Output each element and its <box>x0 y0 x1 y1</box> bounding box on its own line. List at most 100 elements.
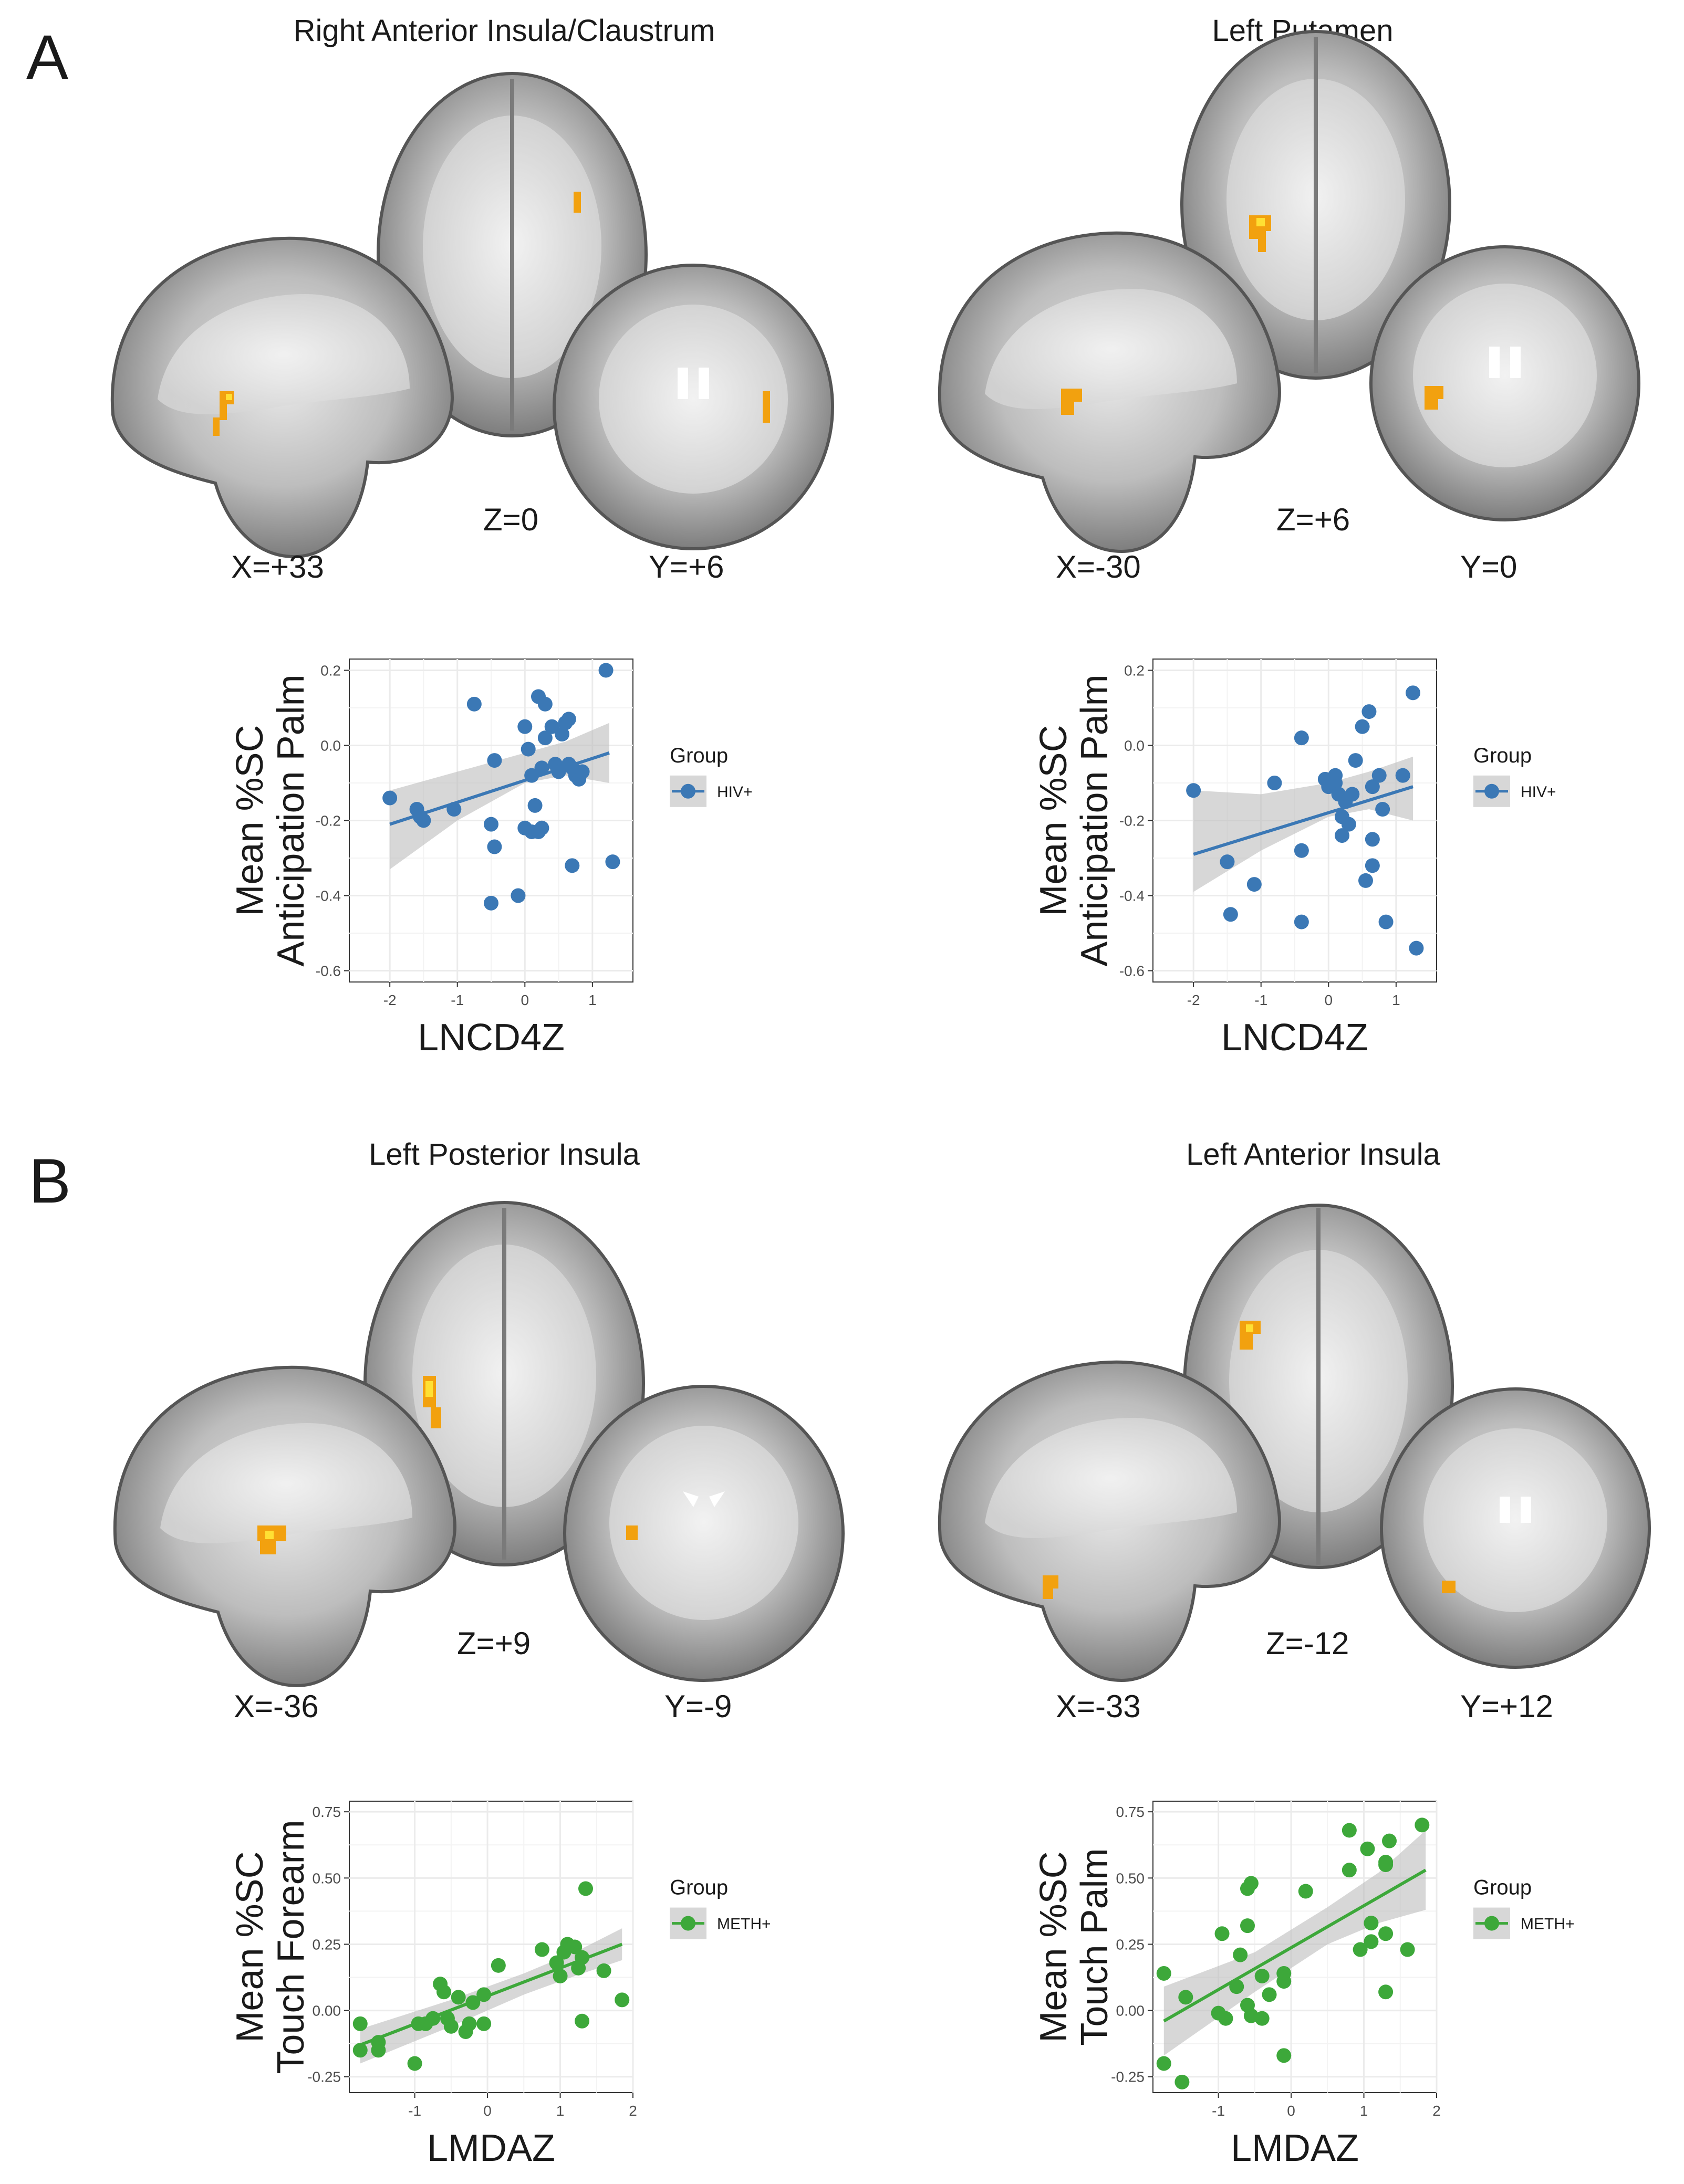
data-point <box>553 1969 568 1983</box>
data-point <box>1371 768 1387 783</box>
coord-z-a-left: Z=0 <box>483 502 539 537</box>
data-point <box>549 1955 564 1970</box>
region-title-left-anterior-insula: Left Anterior Insula <box>1186 1137 1440 1172</box>
data-point <box>1294 914 1309 929</box>
y-tick-label: 0.00 <box>313 2003 341 2019</box>
y-tick-label: 0.25 <box>313 1936 341 1952</box>
y-tick-label: 0.25 <box>1116 1936 1145 1952</box>
data-point <box>1223 907 1238 922</box>
legend-label: METH+ <box>1521 1916 1575 1933</box>
coord-x-a-right: X=-30 <box>1056 549 1141 584</box>
data-point <box>527 798 543 813</box>
coronal-ventricles <box>683 1491 725 1507</box>
data-point <box>511 888 526 903</box>
data-point <box>1364 1934 1379 1949</box>
data-point <box>382 790 398 806</box>
data-point <box>1178 1990 1193 2005</box>
y-tick-label: 0.0 <box>320 737 341 754</box>
y-tick-label: -0.2 <box>316 813 341 829</box>
coronal-ventricles <box>678 368 709 399</box>
activation-blob <box>213 391 234 436</box>
data-point <box>605 854 620 870</box>
legend-key-dot <box>681 1916 695 1931</box>
activation-blob <box>1043 1575 1058 1599</box>
data-point <box>425 2011 441 2026</box>
data-point <box>1364 1916 1379 1931</box>
coronal-white-matter <box>599 305 788 494</box>
data-point <box>1409 941 1424 956</box>
data-point <box>596 1963 611 1978</box>
coord-y-a-left: Y=+6 <box>649 549 724 584</box>
data-point <box>1233 1947 1248 1962</box>
data-point <box>1218 2011 1233 2026</box>
legend-label: METH+ <box>717 1916 771 1933</box>
y-axis-title-line2: Touch Forearm <box>270 1820 312 2074</box>
data-point <box>1378 914 1394 929</box>
activation-blob <box>1240 1321 1261 1350</box>
x-tick-label: 0 <box>521 992 529 1008</box>
activation-blob <box>1442 1581 1456 1593</box>
x-tick-label: -2 <box>383 992 397 1008</box>
y-tick-label: 0.00 <box>1116 2003 1145 2019</box>
x-tick-label: 0 <box>483 2103 492 2119</box>
sagittal-white-matter <box>985 289 1237 409</box>
sagittal-white-matter <box>158 294 410 414</box>
data-point <box>537 730 553 746</box>
data-point <box>1400 1942 1415 1957</box>
data-point <box>555 727 569 742</box>
data-point <box>443 2019 459 2034</box>
legend-label: HIV+ <box>717 783 753 801</box>
data-point <box>1365 858 1380 873</box>
data-point <box>561 712 576 727</box>
coord-x-a-left: X=+33 <box>231 549 324 584</box>
legend-label: HIV+ <box>1521 783 1556 801</box>
y-axis-title-line2: Touch Palm <box>1074 1848 1116 2045</box>
data-point <box>575 2013 590 2029</box>
coronal-ventricles <box>1489 347 1521 378</box>
coronal-white-matter <box>609 1426 798 1620</box>
data-point <box>1328 775 1343 790</box>
legend-title: Group <box>670 744 728 767</box>
data-point <box>575 1950 590 1965</box>
activation-blob-hot <box>226 394 232 400</box>
data-point <box>446 802 462 817</box>
coord-y-b-right: Y=+12 <box>1460 1689 1553 1724</box>
y-axis-title-line2: Anticipation Palm <box>270 674 312 966</box>
data-point <box>1276 2048 1292 2063</box>
data-point <box>1254 2011 1270 2026</box>
data-point <box>598 663 614 678</box>
coord-y-a-right: Y=0 <box>1460 549 1517 584</box>
y-tick-label: -0.6 <box>316 963 341 979</box>
data-point <box>1294 730 1309 746</box>
y-tick-label: -0.25 <box>1111 2069 1145 2085</box>
brain-group-left-posterior-insula <box>113 1201 845 1688</box>
y-axis-title-line1: Mean %SC <box>1033 1851 1075 2042</box>
coord-z-b-left: Z=+9 <box>457 1626 531 1661</box>
activation-blob <box>574 192 581 213</box>
x-tick-label: 0 <box>1324 992 1333 1008</box>
data-point <box>1174 2074 1190 2089</box>
panel-letter-b: B <box>29 1146 71 1216</box>
brain-group-left-putamen <box>938 30 1640 553</box>
data-point <box>524 768 539 783</box>
x-tick-label: -1 <box>451 992 464 1008</box>
sagittal-white-matter <box>985 1418 1237 1538</box>
legend-key-dot <box>1484 1916 1499 1931</box>
data-point <box>567 1939 583 1955</box>
data-point <box>1365 832 1380 847</box>
data-point <box>491 1958 506 1973</box>
data-point <box>484 895 498 911</box>
x-tick-label: 0 <box>1287 2103 1295 2119</box>
data-point <box>1229 1979 1244 1994</box>
scatter-plot-left-putamen: -2 -1 0 1 0.2 0.0 -0.2 -0.4 -0.6 LNCD4Z Mean %SCAn… <box>1033 659 1556 1059</box>
x-tick-label: -2 <box>1187 992 1200 1008</box>
coronal-white-matter <box>1413 284 1597 467</box>
y-tick-label: 0.50 <box>313 1870 341 1886</box>
data-point <box>1298 1884 1313 1899</box>
data-point <box>534 820 549 835</box>
data-point <box>416 813 431 828</box>
data-point <box>476 1987 492 2002</box>
data-point <box>476 2016 492 2031</box>
data-point <box>1358 873 1373 888</box>
data-point <box>407 2056 422 2071</box>
